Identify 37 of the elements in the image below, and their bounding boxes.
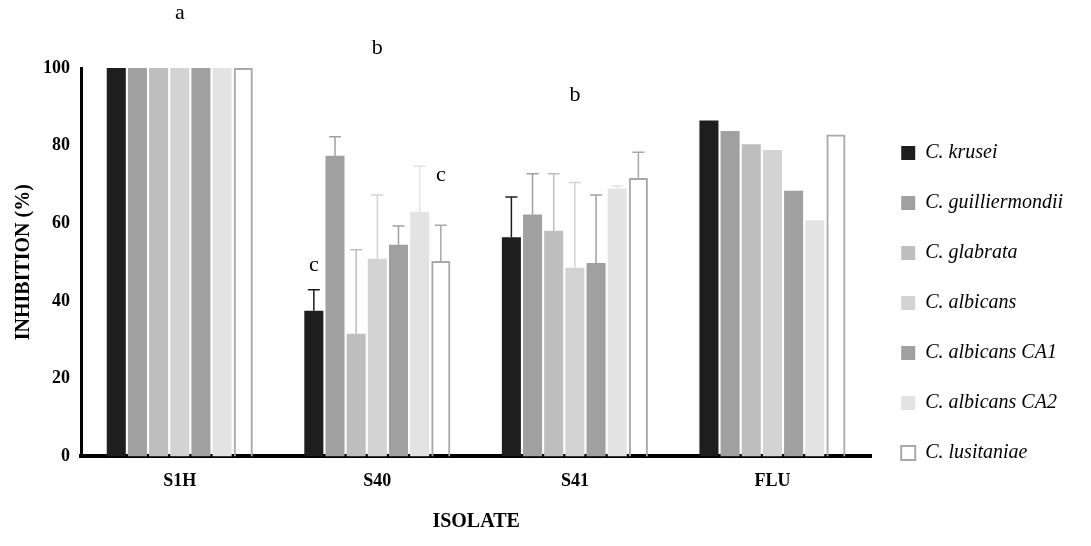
- x-tick-label: S41: [560, 469, 589, 490]
- x-tick-label: S1H: [163, 469, 197, 490]
- text: b: [371, 33, 383, 59]
- y-tick-label: 100: [43, 56, 70, 77]
- y-axis-title: INHIBITION (%): [11, 184, 35, 341]
- bar: [741, 144, 761, 457]
- x-axis-title: ISOLATE: [432, 509, 520, 532]
- bar: [607, 188, 627, 457]
- legend-label: C. glabrata: [925, 240, 1018, 264]
- y-tick-label: 80: [52, 134, 70, 155]
- bar: [170, 68, 190, 457]
- y-tick-label: 20: [52, 367, 70, 388]
- legend-label: C. guilliermondii: [925, 190, 1064, 214]
- legend-label: C. lusitaniae: [925, 440, 1028, 463]
- y-tick-label: 60: [52, 212, 70, 233]
- bar: [127, 68, 147, 457]
- annotation: c: [435, 161, 446, 187]
- bar: [149, 68, 169, 457]
- legend-label: C. albicans CA1: [925, 340, 1057, 363]
- bar: [699, 120, 719, 457]
- y-tick-label: 0: [61, 445, 70, 466]
- bar: [106, 68, 126, 457]
- annotation: b: [569, 80, 581, 106]
- legend-label: C. albicans CA2: [925, 390, 1057, 413]
- bar: [784, 190, 804, 457]
- bar: [720, 130, 740, 457]
- annotation: c: [308, 250, 319, 276]
- bar: [212, 68, 232, 457]
- legend-label: C. krusei: [925, 140, 998, 163]
- legend-label: C. albicans: [925, 290, 1017, 313]
- bar: [805, 220, 825, 457]
- text: a: [174, 0, 185, 24]
- bar: [191, 68, 211, 457]
- x-tick-label: FLU: [754, 469, 791, 490]
- bar: [762, 149, 782, 457]
- x-tick-label: S40: [363, 469, 392, 490]
- y-tick-label: 40: [52, 289, 70, 310]
